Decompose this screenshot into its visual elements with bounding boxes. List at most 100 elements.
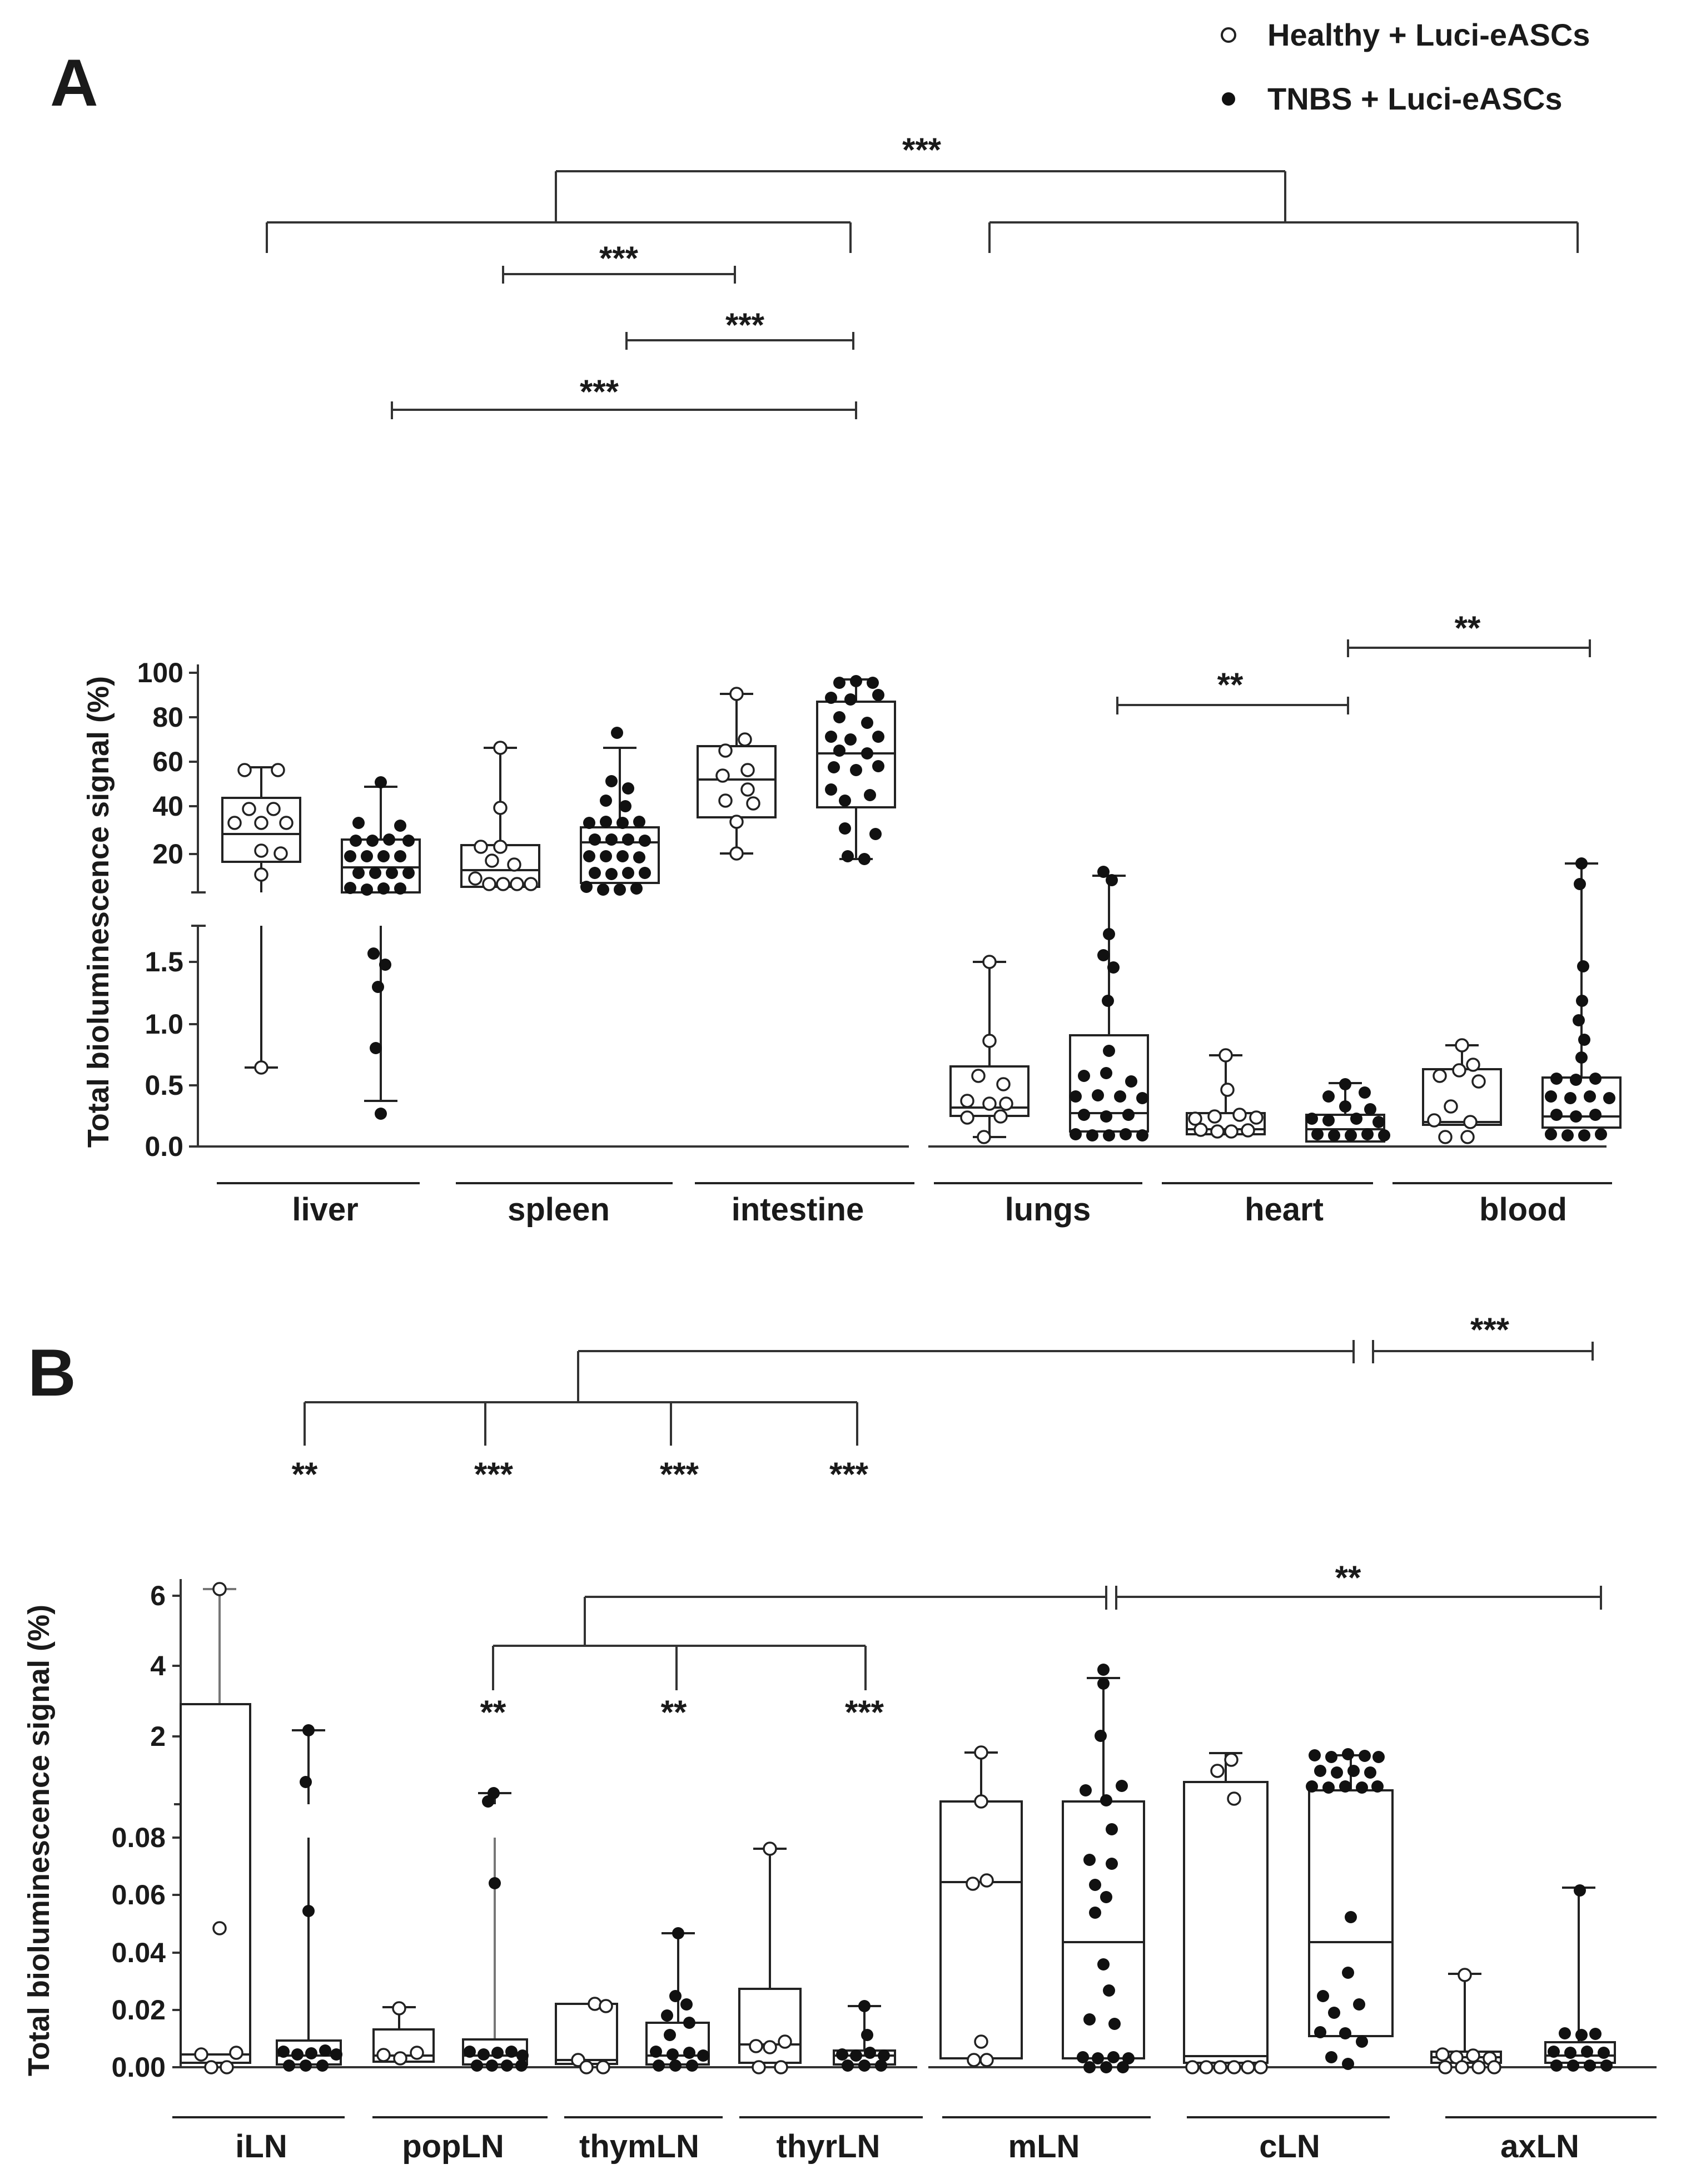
data-point bbox=[878, 2049, 890, 2062]
significance-label: *** bbox=[599, 240, 639, 277]
data-point bbox=[683, 2017, 695, 2029]
data-point bbox=[833, 711, 846, 723]
data-point bbox=[1589, 1109, 1602, 1121]
y-tick-label: 0.02 bbox=[112, 1994, 166, 2026]
data-point bbox=[361, 883, 373, 896]
data-point bbox=[1092, 1089, 1104, 1101]
y-tick-label: 6 bbox=[150, 1580, 166, 1611]
data-point bbox=[1471, 2060, 1486, 2074]
data-point bbox=[1575, 857, 1588, 870]
data-point bbox=[967, 2053, 981, 2067]
data-point bbox=[1589, 1073, 1602, 1085]
data-point bbox=[850, 2049, 862, 2062]
data-point bbox=[718, 743, 733, 758]
data-point bbox=[410, 2046, 424, 2060]
data-point bbox=[273, 846, 288, 861]
data-point bbox=[825, 731, 837, 743]
data-point bbox=[485, 853, 499, 868]
data-point bbox=[583, 817, 595, 829]
y-tick-label: 60 bbox=[152, 746, 183, 777]
group-label-cln: cLN bbox=[1259, 2128, 1320, 2165]
data-point bbox=[960, 1094, 974, 1108]
data-point bbox=[1095, 1730, 1107, 1742]
data-point bbox=[589, 867, 601, 879]
data-point bbox=[1564, 1092, 1576, 1104]
data-point bbox=[672, 1927, 684, 1939]
data-point bbox=[1193, 1123, 1208, 1137]
data-point bbox=[254, 867, 268, 882]
data-point bbox=[1314, 1765, 1326, 1777]
group-label-thyrln: thyrLN bbox=[777, 2128, 881, 2165]
data-point bbox=[1339, 1780, 1351, 1793]
data-point bbox=[1487, 2060, 1501, 2074]
data-point bbox=[1107, 2051, 1120, 2063]
data-point bbox=[1342, 2058, 1354, 2070]
data-point bbox=[383, 833, 395, 846]
data-point bbox=[496, 877, 510, 891]
data-point bbox=[669, 2059, 682, 2072]
data-point bbox=[1116, 1780, 1128, 1792]
data-point bbox=[842, 850, 854, 862]
panel-b-points bbox=[194, 1582, 1613, 2074]
data-point bbox=[842, 2059, 854, 2072]
data-point bbox=[1097, 949, 1110, 961]
data-point bbox=[1576, 995, 1588, 1007]
group-label-popln: popLN bbox=[402, 2128, 504, 2165]
data-point bbox=[277, 2046, 290, 2058]
data-point bbox=[1322, 1114, 1335, 1126]
data-point bbox=[844, 733, 857, 746]
data-point bbox=[204, 2060, 218, 2074]
significance-label: *** bbox=[580, 373, 619, 410]
data-point bbox=[1078, 1070, 1090, 1082]
data-point bbox=[1117, 2061, 1129, 2073]
y-tick-label: 0.06 bbox=[112, 1879, 166, 1910]
data-point bbox=[1097, 1677, 1110, 1690]
data-point bbox=[486, 2059, 498, 2072]
data-point bbox=[1185, 2060, 1200, 2074]
data-point bbox=[683, 2047, 695, 2059]
data-point bbox=[377, 882, 390, 895]
data-point bbox=[510, 877, 524, 891]
data-point bbox=[752, 2060, 766, 2074]
data-point bbox=[982, 955, 997, 969]
data-point bbox=[839, 822, 851, 835]
data-point bbox=[605, 833, 618, 846]
y-axis-title-a: Total bioluminescence signal (%) bbox=[82, 676, 115, 1148]
data-point bbox=[833, 677, 846, 689]
data-point bbox=[392, 2001, 406, 2016]
data-point bbox=[212, 1921, 227, 1935]
data-point bbox=[875, 2059, 887, 2072]
panel-b-boxes bbox=[180, 1588, 1616, 2066]
data-point bbox=[1083, 1854, 1096, 1866]
data-point bbox=[254, 843, 268, 858]
significance-label: *** bbox=[829, 1456, 869, 1493]
data-point bbox=[1347, 1765, 1360, 1777]
data-point bbox=[1107, 961, 1120, 974]
data-point bbox=[1574, 1884, 1586, 1897]
data-point bbox=[974, 2034, 988, 2049]
data-point bbox=[729, 687, 744, 701]
data-point bbox=[1207, 1109, 1222, 1124]
data-point bbox=[1103, 928, 1115, 940]
group-label-lungs: lungs bbox=[1005, 1192, 1091, 1228]
significance-label: *** bbox=[474, 1456, 514, 1493]
data-point bbox=[1306, 1113, 1318, 1125]
data-point bbox=[1106, 1858, 1118, 1870]
data-point bbox=[1600, 2059, 1613, 2072]
data-point bbox=[194, 2047, 208, 2062]
data-point bbox=[344, 882, 356, 894]
box bbox=[939, 1800, 1023, 2059]
data-point bbox=[1100, 1110, 1112, 1123]
box bbox=[1062, 1800, 1145, 2059]
data-point bbox=[1575, 2029, 1588, 2041]
data-point bbox=[1097, 1664, 1110, 1676]
data-point bbox=[1219, 1048, 1233, 1063]
legend: Healthy + Luci-eASCs TNBS + Luci-eASCs bbox=[1221, 17, 1590, 116]
data-point bbox=[1210, 1764, 1225, 1778]
data-point bbox=[1444, 1099, 1458, 1114]
significance-label: *** bbox=[845, 1694, 884, 1731]
data-point bbox=[1092, 2052, 1104, 2064]
data-point bbox=[836, 2048, 848, 2061]
data-point bbox=[1359, 1086, 1371, 1099]
data-point bbox=[778, 2034, 792, 2049]
